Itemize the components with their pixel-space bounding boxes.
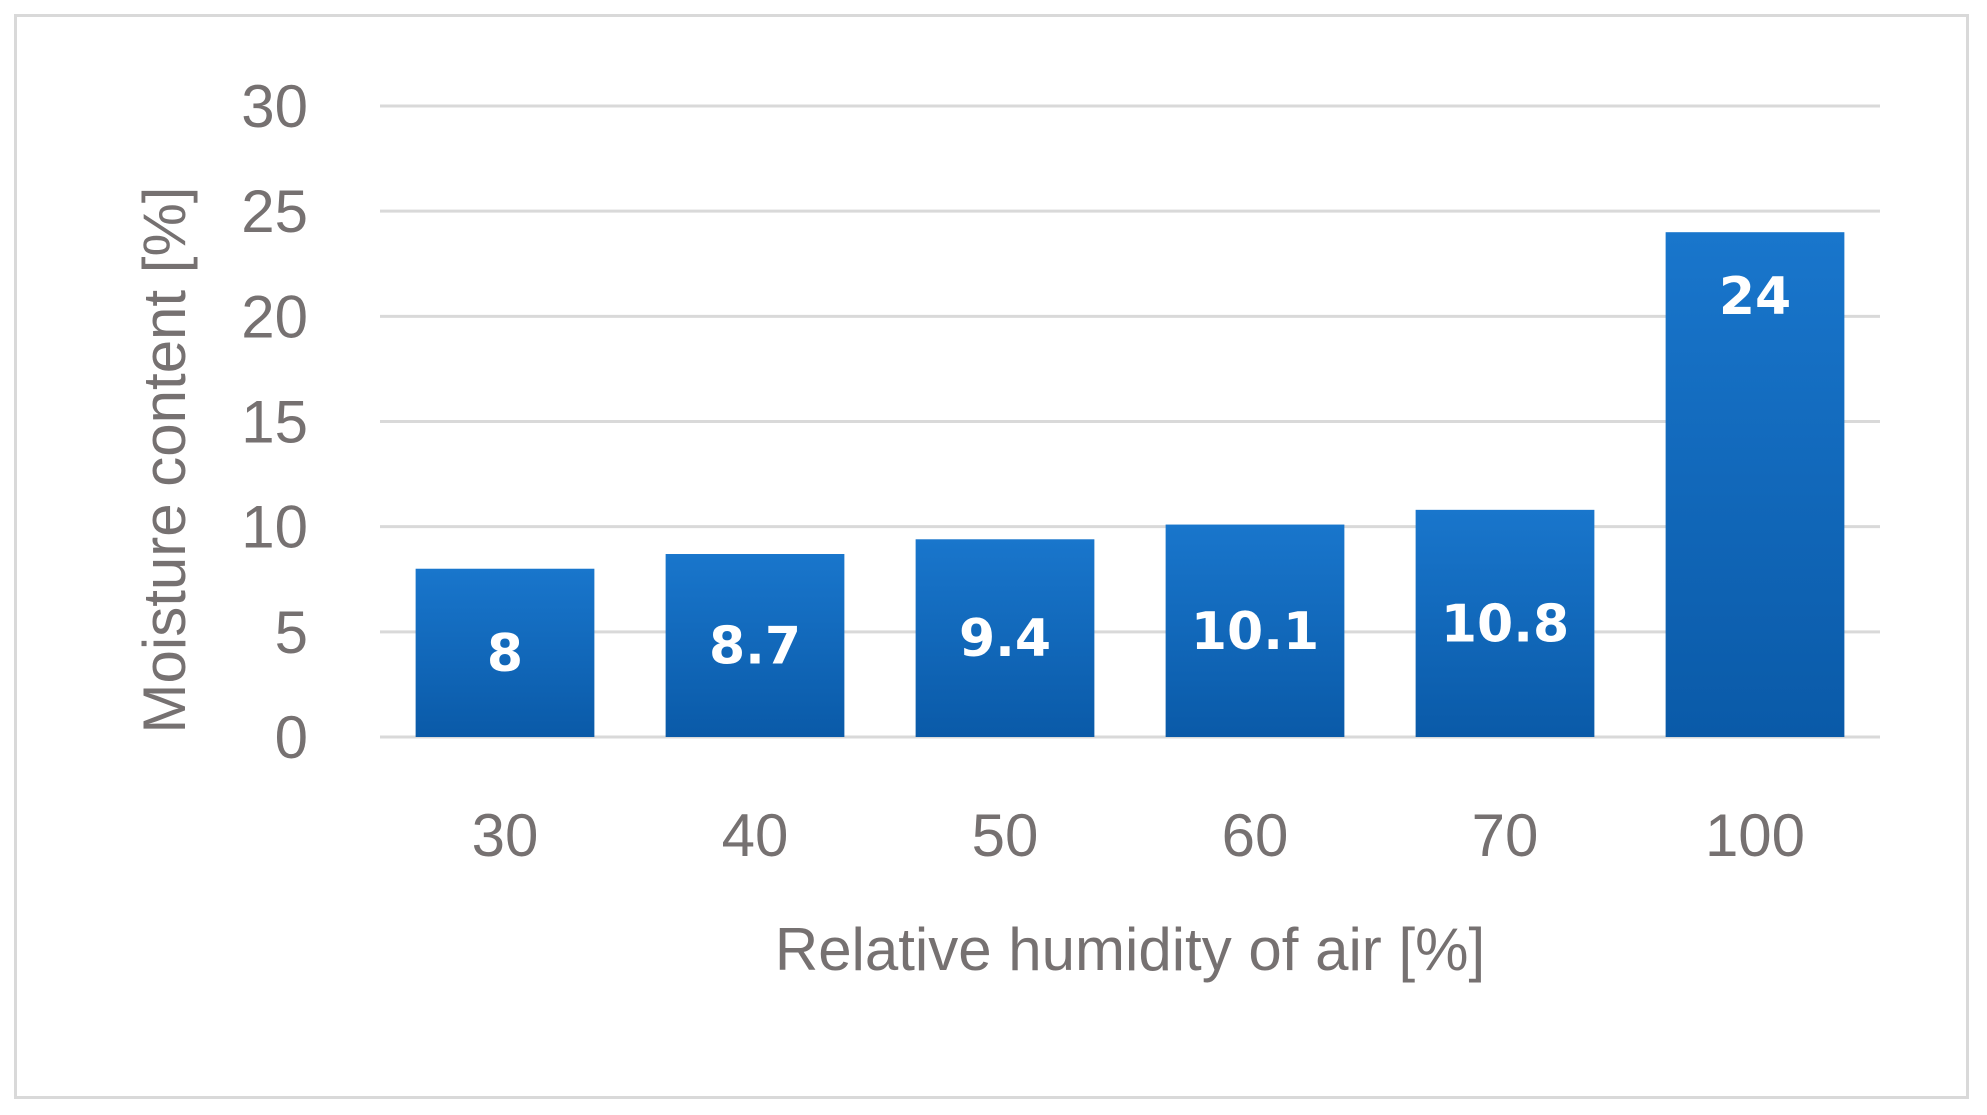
y-axis-title: Moisture content [%] [131, 187, 198, 734]
x-tick-label: 70 [1472, 802, 1539, 869]
bar-data-label: 8.7 [709, 617, 801, 677]
x-tick-label: 40 [722, 802, 789, 869]
y-tick-label: 30 [241, 73, 308, 140]
bar [1415, 509, 1595, 737]
x-axis-ticks: 30 40 50 60 70 100 [472, 802, 1805, 869]
bar [1165, 524, 1345, 737]
x-tick-label: 30 [472, 802, 539, 869]
x-axis-title: Relative humidity of air [%] [775, 916, 1485, 983]
y-tick-label: 15 [241, 389, 308, 456]
bar [665, 554, 845, 737]
y-tick-label: 10 [241, 494, 308, 561]
bar [415, 568, 595, 737]
y-tick-label: 25 [241, 178, 308, 245]
bar-data-label: 8 [487, 624, 523, 684]
y-tick-label: 5 [275, 599, 308, 666]
bar [1665, 232, 1845, 737]
bar [915, 539, 1095, 737]
gridlines [380, 104, 1880, 739]
bars: 8 8.7 9.4 10.1 10.8 24 [415, 232, 1845, 737]
bar-data-label: 10.1 [1191, 602, 1319, 662]
y-tick-label: 20 [241, 283, 308, 350]
x-tick-label: 60 [1222, 802, 1289, 869]
y-tick-label: 0 [275, 704, 308, 771]
x-tick-label: 50 [972, 802, 1039, 869]
y-axis-ticks: 0 5 10 15 20 25 30 [241, 73, 308, 771]
x-tick-label: 100 [1705, 802, 1805, 869]
bar-data-label: 9.4 [959, 609, 1051, 669]
bar-data-label: 10.8 [1441, 594, 1569, 654]
bar-data-label: 24 [1719, 267, 1791, 327]
